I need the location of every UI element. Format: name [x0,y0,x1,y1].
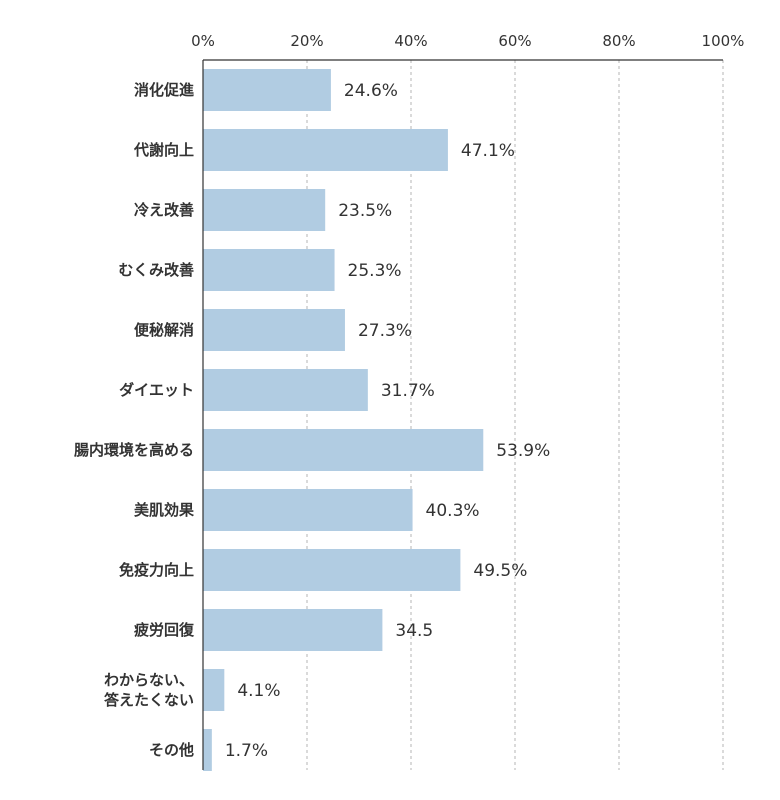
bar [203,609,383,651]
category-label: むくみ改善 [118,261,194,279]
category-label: 冷え改善 [134,201,194,219]
category-label-line: 冷え改善 [134,201,194,219]
category-label-line: ダイエット [119,381,194,399]
x-tick-label: 60% [498,32,531,50]
value-label: 24.6% [344,81,398,101]
category-label: 免疫力向上 [119,561,194,579]
bar [203,249,335,291]
category-label-line: 代謝向上 [133,141,194,159]
bar [203,669,225,711]
category-label: 疲労回復 [134,621,195,639]
category-label: ダイエット [119,381,194,399]
bar [203,189,326,231]
bar [203,489,413,531]
category-label-line: わからない、 [104,671,194,689]
x-tick-label: 0% [191,32,215,50]
category-label: 腸内環境を高める [74,441,194,459]
value-label: 23.5% [338,201,392,221]
value-label: 40.3% [426,501,480,521]
category-label-line: 答えたくない [104,691,194,709]
category-label: 美肌効果 [134,501,195,519]
value-label: 34.5 [395,621,433,641]
category-label: わからない、答えたくない [104,671,194,709]
category-labels: 消化促進代謝向上冷え改善むくみ改善便秘解消ダイエット腸内環境を高める美肌効果免疫… [74,81,195,759]
bar [203,369,368,411]
value-label: 4.1% [237,681,280,701]
bar [203,429,484,471]
gridlines [306,60,724,770]
value-labels: 24.6% 47.1% 23.5% 25.3% 27.3% 31.7% 53.9% 40.3%… [225,81,550,761]
category-label: 消化促進 [134,81,195,99]
value-label: 1.7% [225,741,268,761]
value-label: 27.3% [358,321,412,341]
x-tick-label: 100% [702,32,745,50]
x-tick-label: 80% [602,32,635,50]
bar [203,549,461,591]
category-label-line: その他 [149,741,194,759]
value-label: 49.5% [473,561,527,581]
category-label: 便秘解消 [134,321,194,339]
category-label-line: 免疫力向上 [119,561,194,579]
x-tick-label: 20% [290,32,323,50]
category-label-line: 便秘解消 [134,321,194,339]
category-label-line: 美肌効果 [134,501,195,519]
bar [203,729,212,771]
category-label-line: 腸内環境を高める [74,441,194,459]
category-label: 代謝向上 [133,141,194,159]
bar [203,309,345,351]
category-label-line: むくみ改善 [118,261,194,279]
value-label: 53.9% [496,441,550,461]
bars [203,69,484,771]
x-axis-ticks: 0% 20% 40% 60% 80% 100% [191,32,744,50]
value-label: 31.7% [381,381,435,401]
category-label-line: 疲労回復 [134,621,195,639]
bar [203,69,331,111]
x-tick-label: 40% [394,32,427,50]
category-label: その他 [149,741,194,759]
bar [203,129,448,171]
value-label: 25.3% [348,261,402,281]
value-label: 47.1% [461,141,515,161]
category-label-line: 消化促進 [134,81,195,99]
